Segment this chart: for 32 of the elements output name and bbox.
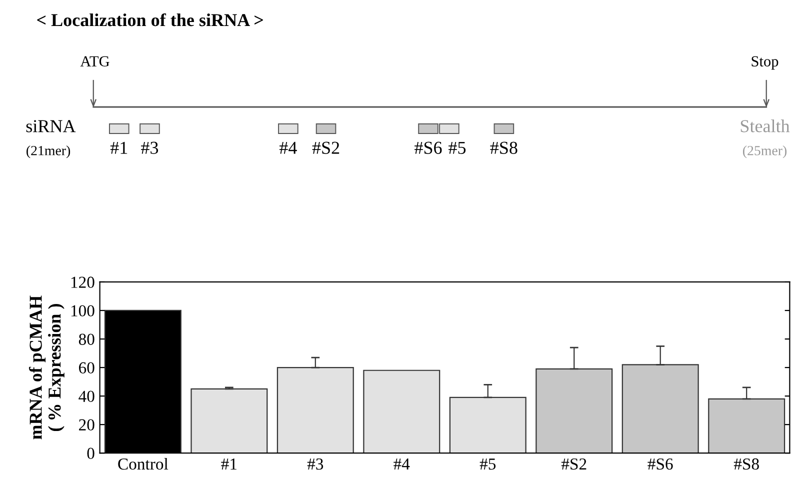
text: #S2 (312, 142, 340, 154)
y-tick-label: 60 (79, 362, 94, 374)
text: (25mer) (742, 146, 787, 158)
y-axis-title: mRNA of pCMAH ( % Expression ) (28, 296, 64, 440)
x-tick-label: Control (118, 458, 168, 470)
y-tick-label: 20 (79, 419, 94, 431)
x-tick-label: #3 (307, 458, 324, 470)
text: ATG (80, 56, 110, 66)
text: Stop (752, 56, 778, 70)
text: #5 (448, 142, 466, 154)
text: Stealth (740, 120, 790, 132)
y-tick-label: 0 (87, 448, 94, 460)
y-tick-label: 120 (71, 276, 94, 288)
x-tick-label: #5 (480, 458, 496, 470)
text: #S8 (490, 142, 518, 154)
chart-title: < Localization of the siRNA > (37, 13, 263, 26)
text: (21mer) (26, 146, 70, 158)
text: #1 (110, 142, 128, 154)
text: #S6 (414, 142, 442, 154)
x-tick-label: #S6 (648, 458, 673, 470)
y-tick-label: 80 (78, 334, 94, 345)
y-tick-label: 40 (78, 390, 94, 402)
y-tick-label: 100 (71, 305, 94, 316)
text: siRNA (26, 120, 76, 132)
x-tick-label: #S2 (561, 458, 586, 470)
text: #3 (141, 142, 158, 154)
x-tick-label: #4 (394, 458, 410, 470)
bar (363, 370, 440, 454)
bar (190, 388, 268, 454)
text: #4 (279, 142, 297, 154)
x-tick-label: #S8 (734, 458, 759, 470)
x-tick-label: #1 (221, 458, 237, 470)
